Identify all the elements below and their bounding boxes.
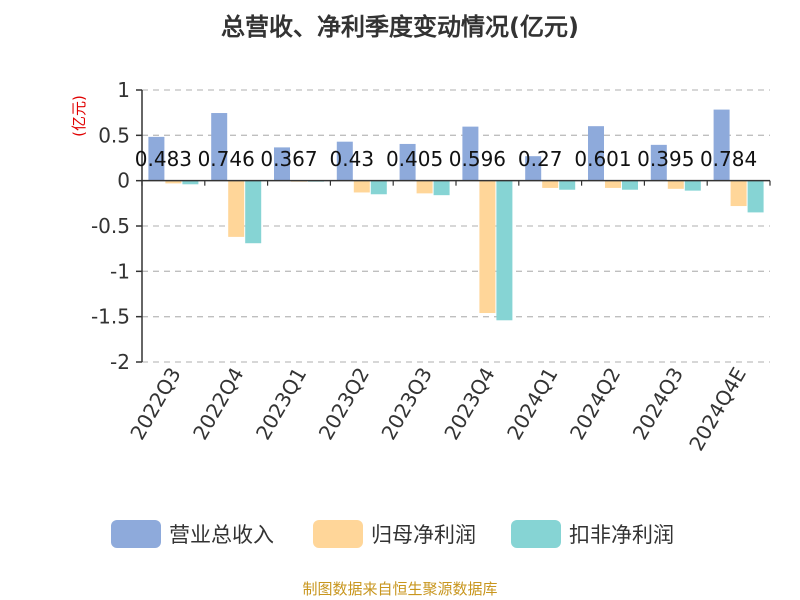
legend-item-net-profit[interactable]: 归母净利润 <box>313 520 476 548</box>
bar-net-profit[interactable] <box>479 180 496 314</box>
legend: 营业总收入 归母净利润 扣非净利润 <box>111 520 674 548</box>
bar-deducted-profit[interactable] <box>182 180 199 185</box>
bar-deducted-profit[interactable] <box>433 180 450 196</box>
bar-revenue[interactable] <box>336 141 353 181</box>
y-tick-label: 0 <box>117 169 130 193</box>
bar-deducted-profit[interactable] <box>559 180 576 190</box>
legend-label-revenue: 营业总收入 <box>169 523 274 547</box>
bar-net-profit[interactable] <box>667 180 684 189</box>
legend-swatch-revenue <box>111 520 161 548</box>
data-label-revenue: 0.601 <box>574 147 631 171</box>
bar-revenue[interactable] <box>713 109 730 181</box>
x-tick-label: 2024Q1 <box>502 363 562 444</box>
legend-item-deducted-profit[interactable]: 扣非净利润 <box>511 520 674 548</box>
bar-net-profit[interactable] <box>353 180 370 193</box>
legend-swatch-deducted-profit <box>511 520 561 548</box>
y-tick-label: -2 <box>110 350 130 374</box>
data-label-revenue: 0.596 <box>449 147 506 171</box>
y-tick-labels: 1 0.5 0 -0.5 -1 -1.5 -2 <box>91 78 130 374</box>
source-credit: 制图数据来自恒生聚源数据库 <box>302 580 497 598</box>
bar-deducted-profit[interactable] <box>245 180 262 244</box>
y-tick-label: 0.5 <box>98 123 130 147</box>
bar-revenue[interactable] <box>525 156 542 181</box>
data-label-revenue: 0.367 <box>260 147 317 171</box>
x-tick-label: 2022Q3 <box>125 363 185 444</box>
bar-deducted-profit[interactable] <box>622 180 638 190</box>
grid-lines <box>142 89 770 363</box>
bar-revenue[interactable] <box>462 126 479 181</box>
bar-deducted-profit[interactable] <box>747 180 764 213</box>
bars <box>148 109 764 321</box>
data-label-revenue: 0.746 <box>198 147 255 171</box>
bar-net-profit[interactable] <box>605 180 621 188</box>
x-tick-label: 2023Q1 <box>251 363 311 444</box>
bar-revenue[interactable] <box>211 113 228 181</box>
data-labels: 0.483 0.746 0.367 0.43 0.405 0.596 0.27 0.601 0.… <box>135 147 757 171</box>
data-label-revenue: 0.784 <box>700 147 757 171</box>
x-tick-label: 2024Q4E <box>684 363 751 455</box>
legend-label-deducted-profit: 扣非净利润 <box>569 523 674 547</box>
x-tick-label: 2024Q3 <box>628 363 688 444</box>
bar-revenue[interactable] <box>274 147 290 181</box>
data-label-revenue: 0.483 <box>135 147 192 171</box>
bar-revenue[interactable] <box>399 143 416 181</box>
legend-item-revenue[interactable]: 营业总收入 <box>111 520 274 548</box>
y-tick-label: -0.5 <box>91 214 130 238</box>
data-label-revenue: 0.27 <box>518 147 563 171</box>
bar-net-profit[interactable] <box>416 180 433 194</box>
x-tick-labels: 2022Q3 2022Q4 2023Q1 2023Q2 2023Q3 2023Q4 2024… <box>125 363 751 455</box>
data-label-revenue: 0.395 <box>637 147 694 171</box>
x-tick-label: 2023Q2 <box>314 363 374 444</box>
bar-deducted-profit[interactable] <box>370 180 387 195</box>
bar-net-profit[interactable] <box>228 180 245 237</box>
y-tick-label: -1.5 <box>91 305 130 329</box>
bar-revenue[interactable] <box>588 126 604 181</box>
bar-deducted-profit[interactable] <box>684 180 701 191</box>
x-tick-label: 2022Q4 <box>188 363 248 444</box>
chart-title: 总营收、净利季度变动情况(亿元) <box>221 13 579 41</box>
axes <box>136 89 771 363</box>
legend-label-net-profit: 归母净利润 <box>371 523 476 547</box>
data-label-revenue: 0.405 <box>386 147 443 171</box>
y-axis-unit-label: (亿元) <box>70 95 88 137</box>
x-tick-label: 2023Q3 <box>376 363 436 444</box>
x-tick-label: 2023Q4 <box>439 363 499 444</box>
y-tick-label: 1 <box>117 78 130 102</box>
bar-net-profit[interactable] <box>542 180 559 188</box>
bar-revenue[interactable] <box>650 144 667 181</box>
bar-deducted-profit[interactable] <box>496 180 513 321</box>
legend-swatch-net-profit <box>313 520 363 548</box>
bar-net-profit[interactable] <box>165 180 182 184</box>
x-tick-label: 2024Q2 <box>565 363 625 444</box>
data-label-revenue: 0.43 <box>330 147 375 171</box>
bar-net-profit[interactable] <box>730 180 747 207</box>
bar-revenue[interactable] <box>148 136 165 181</box>
y-tick-label: -1 <box>110 259 130 283</box>
